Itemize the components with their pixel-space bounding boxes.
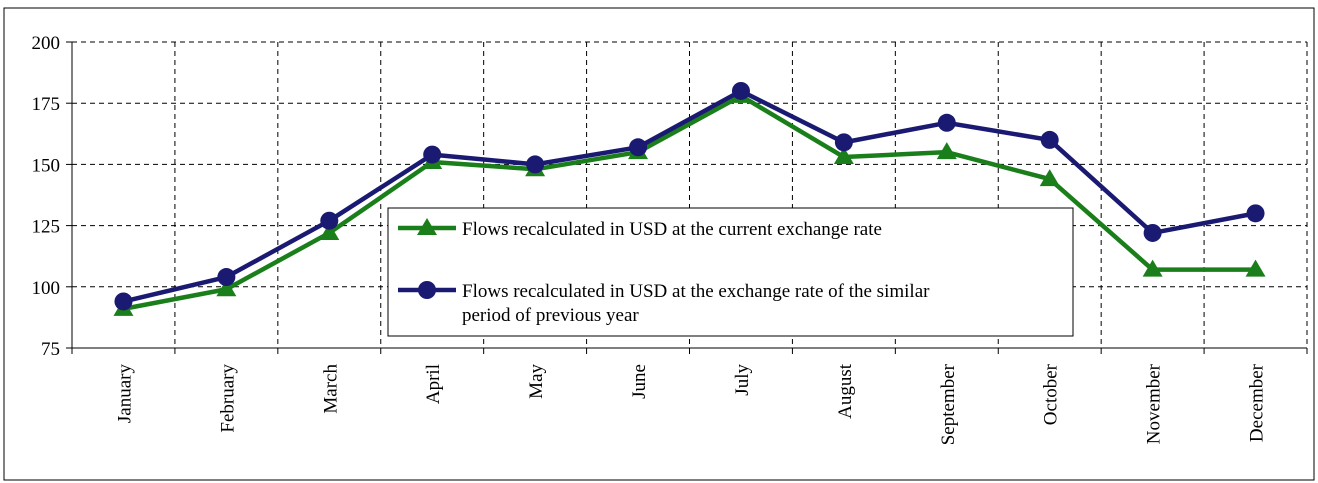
marker [731,81,750,100]
marker [526,155,545,174]
x-tick-label: November [1144,363,1165,444]
y-tick-label: 100 [32,278,61,299]
legend-marker [418,281,436,299]
legend-box [387,207,1074,337]
y-tick-label: 175 [32,94,61,115]
x-tick-label: May [526,364,547,399]
y-tick-label: 200 [32,33,61,54]
marker [936,142,957,160]
x-tick-label: August [835,363,856,419]
y-tick-label: 75 [41,339,60,360]
y-tick-label: 150 [32,155,61,176]
marker [1142,259,1163,277]
marker [834,133,853,152]
legend-label: Flows recalculated in USD at the exchang… [462,281,930,326]
legend: Flows recalculated in USD at the current… [387,207,1074,337]
marker [833,147,854,165]
x-tick-label: March [320,364,341,414]
legend-label: Flows recalculated in USD at the current… [462,219,882,240]
x-tick-label: April [423,364,444,404]
x-tick-label: October [1041,363,1062,425]
x-tick-label: July [732,364,753,396]
marker [114,292,133,311]
marker [216,279,237,297]
x-tick-label: June [629,364,650,399]
marker [1143,223,1162,242]
x-tick-label: December [1247,363,1268,442]
marker [1039,169,1060,187]
marker [217,268,236,287]
marker [629,138,648,157]
frame [3,7,1315,481]
marker [423,145,442,164]
marker [1245,259,1266,277]
marker [937,113,956,132]
marker [1040,130,1059,149]
marker [319,222,340,240]
legend-marker [417,218,437,235]
series-line [122,88,1256,304]
x-tick-label: September [938,363,959,445]
x-tick-label: February [217,364,238,433]
marker [1246,204,1265,223]
x-tick-label: January [114,364,135,424]
marker [320,211,339,230]
series-line [123,93,1256,312]
y-tick-label: 125 [32,217,61,238]
